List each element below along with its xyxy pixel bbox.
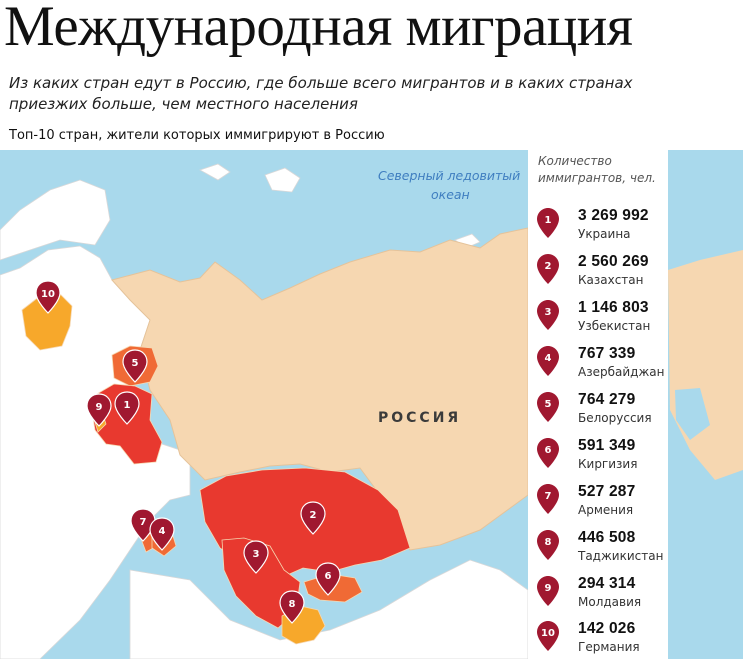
pin-number: 1	[124, 400, 131, 411]
legend-country: Казахстан	[578, 273, 644, 287]
pin-number: 4	[159, 526, 166, 537]
pin-marker-icon	[243, 540, 269, 574]
map-pin-5: 5	[122, 349, 148, 383]
pin-marker-icon	[35, 280, 61, 314]
legend-item: 5 764 279 Белоруссия	[528, 390, 668, 434]
pin-marker-icon: 3	[537, 300, 559, 330]
legend-country: Белоруссия	[578, 411, 652, 425]
legend-value: 446 508	[578, 529, 636, 546]
pin-marker-icon	[279, 590, 305, 624]
map-pin-3: 3	[243, 540, 269, 574]
legend-rank: 6	[545, 445, 552, 456]
pin-number: 10	[41, 289, 55, 300]
map-caption: Топ-10 стран, жители которых иммигрируют…	[9, 128, 385, 143]
russia-label: РОССИЯ	[378, 410, 461, 426]
legend-rank: 1	[545, 215, 552, 226]
legend-country: Азербайджан	[578, 365, 665, 379]
legend-country: Германия	[578, 640, 640, 654]
pin-marker-icon	[122, 349, 148, 383]
legend-item: 6 591 349 Киргизия	[528, 436, 668, 480]
legend-country: Узбекистан	[578, 319, 651, 333]
legend-item: 8 446 508 Таджикистан	[528, 528, 668, 572]
pin-marker-icon: 7	[537, 484, 559, 514]
legend-rank: 4	[545, 353, 552, 364]
island-1	[199, 163, 231, 181]
map-pin-8: 8	[279, 590, 305, 624]
legend-rank: 10	[541, 628, 555, 639]
map-pin-7: 7	[130, 508, 156, 542]
page-subtitle: Из каких стран едут в Россию, где больше…	[9, 74, 633, 113]
map-pin-6: 6	[315, 562, 341, 596]
legend-value: 3 269 992	[578, 207, 649, 224]
legend-item: 7 527 287 Армения	[528, 482, 668, 526]
pin-marker-icon	[149, 517, 175, 551]
legend-item: 4 767 339 Азербайджан	[528, 344, 668, 388]
pin-marker-icon	[315, 562, 341, 596]
pin-marker-icon	[300, 501, 326, 535]
legend-country: Украина	[578, 227, 631, 241]
greenland-land	[264, 167, 301, 193]
pin-marker-icon: 9	[537, 576, 559, 606]
pin-number: 5	[132, 358, 139, 369]
legend-rank: 5	[545, 399, 552, 410]
map-pin-9: 9	[86, 393, 112, 427]
ocean-label-line2: океан	[431, 187, 470, 202]
legend-item: 2 2 560 269 Казахстан	[528, 252, 668, 296]
pin-marker-icon: 5	[537, 392, 559, 422]
pin-marker-icon: 8	[537, 530, 559, 560]
map-pin-1: 1	[114, 391, 140, 425]
legend-rank: 3	[545, 307, 552, 318]
kamchatka-water	[675, 388, 710, 440]
map-pin-2: 2	[300, 501, 326, 535]
legend-country: Молдавия	[578, 595, 642, 609]
map-pins: 10 5 9 1 7 4 2 3	[35, 280, 341, 624]
legend-value: 2 560 269	[578, 253, 649, 270]
legend-item: 10 142 026 Германия	[528, 619, 668, 663]
legend-heading: Количество иммигрантов, чел.	[538, 153, 668, 187]
pin-marker-icon: 10	[537, 621, 559, 651]
legend-heading-line1: Количество	[538, 154, 612, 168]
legend-value: 591 349	[578, 437, 636, 454]
pin-number: 9	[96, 402, 103, 413]
pin-marker-icon: 6	[537, 438, 559, 468]
legend-rank: 8	[545, 537, 552, 548]
legend-value: 764 279	[578, 391, 636, 408]
ocean-label-line1: Северный ледовитый	[378, 168, 520, 183]
legend-item: 9 294 314 Молдавия	[528, 574, 668, 618]
pin-number: 6	[325, 571, 332, 582]
asia-south-land	[129, 559, 529, 659]
russia-territory	[111, 227, 529, 551]
pin-number: 7	[140, 517, 147, 528]
page-title: Международная миграция	[4, 0, 633, 58]
pin-number: 8	[289, 599, 296, 610]
legend-panel: Количество иммигрантов, чел. 1 3 269 992…	[528, 150, 668, 659]
legend-heading-line2: иммигрантов, чел.	[538, 171, 656, 185]
legend-country: Армения	[578, 503, 634, 517]
legend-value: 527 287	[578, 483, 636, 500]
pin-number: 2	[310, 510, 317, 521]
legend-item: 3 1 146 803 Узбекистан	[528, 298, 668, 342]
legend-country: Таджикистан	[578, 549, 664, 563]
legend-item: 1 3 269 992 Украина	[528, 206, 668, 250]
legend-value: 294 314	[578, 575, 636, 592]
legend-rank: 2	[545, 261, 552, 272]
legend-rank: 7	[545, 491, 552, 502]
pin-marker-icon: 4	[537, 346, 559, 376]
map-pin-10: 10	[35, 280, 61, 314]
foreign-land	[0, 163, 529, 659]
legend-value: 767 339	[578, 345, 636, 362]
scandinavia-land	[0, 179, 111, 261]
pin-number: 3	[253, 549, 260, 560]
pin-marker-icon	[130, 508, 156, 542]
pin-marker-icon	[114, 391, 140, 425]
legend-rank: 9	[545, 583, 552, 594]
legend-country: Киргизия	[578, 457, 638, 471]
legend-value: 142 026	[578, 620, 636, 637]
pin-marker-icon: 1	[537, 208, 559, 238]
map-pin-4: 4	[149, 517, 175, 551]
legend-value: 1 146 803	[578, 299, 649, 316]
pin-marker-icon	[86, 393, 112, 427]
pin-marker-icon: 2	[537, 254, 559, 284]
